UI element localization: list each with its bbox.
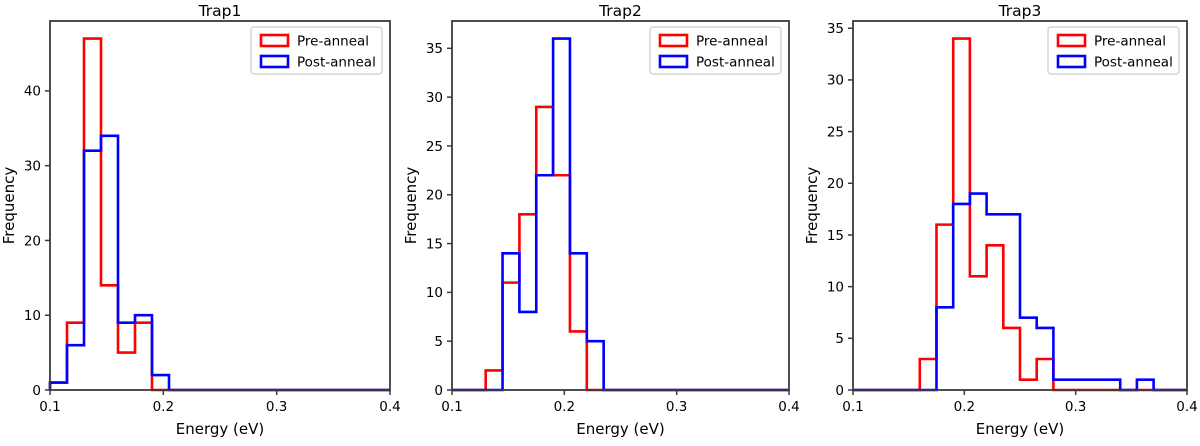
hist-step-post-anneal-trap2 bbox=[452, 37, 789, 392]
legend-swatch-pre-anneal bbox=[259, 33, 290, 48]
y-tick-label: 15 bbox=[426, 236, 443, 252]
legend-label-post-anneal: Post-anneal bbox=[696, 55, 775, 71]
x-tick-label: 0.1 bbox=[441, 399, 462, 415]
legend-label-post-anneal: Post-anneal bbox=[1094, 55, 1173, 71]
x-axis-label: Energy (eV) bbox=[576, 420, 664, 438]
y-axis-label: Frequency bbox=[803, 167, 821, 245]
x-tick-label: 0.2 bbox=[153, 399, 174, 415]
y-axis-label: Frequency bbox=[402, 167, 420, 245]
plot-frame bbox=[451, 20, 790, 391]
legend-label-pre-anneal: Pre-anneal bbox=[297, 34, 369, 50]
x-tick-label: 0.1 bbox=[39, 399, 60, 415]
x-tick-label: 0.2 bbox=[954, 399, 975, 415]
y-axis-label: Frequency bbox=[0, 167, 18, 245]
legend-swatch-post-anneal bbox=[1056, 54, 1087, 69]
y-tick-label: 20 bbox=[24, 233, 41, 249]
y-tick-label: 5 bbox=[434, 334, 443, 350]
x-tick-label: 0.2 bbox=[554, 399, 575, 415]
legend-box bbox=[1047, 26, 1180, 75]
y-tick-label: 10 bbox=[426, 285, 443, 301]
legend-label-post-anneal: Post-anneal bbox=[297, 55, 376, 71]
legend-box bbox=[649, 26, 782, 75]
y-tick-label: 30 bbox=[24, 158, 41, 174]
plot-frame bbox=[49, 20, 391, 391]
legend-swatch-pre-anneal bbox=[658, 33, 689, 48]
x-axis-label: Energy (eV) bbox=[976, 420, 1064, 438]
y-tick-label: 40 bbox=[24, 84, 41, 100]
x-tick-label: 0.4 bbox=[778, 399, 799, 415]
x-tick-label: 0.3 bbox=[266, 399, 287, 415]
y-tick-label: 35 bbox=[827, 21, 844, 37]
y-tick-label: 30 bbox=[827, 73, 844, 89]
y-tick-label: 20 bbox=[827, 176, 844, 192]
x-tick-label: 0.4 bbox=[1176, 399, 1197, 415]
y-tick-label: 10 bbox=[24, 308, 41, 324]
panel-title-Trap2: Trap2 bbox=[598, 2, 642, 20]
legend-label-pre-anneal: Pre-anneal bbox=[1094, 34, 1166, 50]
panel-title-Trap1: Trap1 bbox=[198, 2, 242, 20]
y-tick-label: 15 bbox=[827, 228, 844, 244]
legend-box bbox=[250, 26, 383, 75]
y-tick-label: 5 bbox=[835, 331, 844, 347]
x-tick-label: 0.3 bbox=[666, 399, 687, 415]
y-tick-label: 20 bbox=[426, 188, 443, 204]
plot-frame bbox=[852, 20, 1188, 391]
y-tick-label: 25 bbox=[426, 139, 443, 155]
y-tick-label: 0 bbox=[32, 383, 41, 399]
y-tick-label: 35 bbox=[426, 41, 443, 57]
y-tick-label: 10 bbox=[827, 279, 844, 295]
legend-swatch-post-anneal bbox=[658, 54, 689, 69]
y-tick-label: 0 bbox=[835, 383, 844, 399]
x-axis-label: Energy (eV) bbox=[176, 420, 264, 438]
y-tick-label: 25 bbox=[827, 124, 844, 140]
y-tick-label: 0 bbox=[434, 383, 443, 399]
hist-step-pre-anneal-trap1 bbox=[48, 37, 390, 392]
legend-label-pre-anneal: Pre-anneal bbox=[696, 34, 768, 50]
legend-swatch-post-anneal bbox=[259, 54, 290, 69]
legend-swatch-pre-anneal bbox=[1056, 33, 1087, 48]
panel-title-Trap3: Trap3 bbox=[998, 2, 1042, 20]
x-tick-label: 0.3 bbox=[1065, 399, 1086, 415]
x-tick-label: 0.4 bbox=[379, 399, 400, 415]
x-tick-label: 0.1 bbox=[842, 399, 863, 415]
y-tick-label: 30 bbox=[426, 90, 443, 106]
